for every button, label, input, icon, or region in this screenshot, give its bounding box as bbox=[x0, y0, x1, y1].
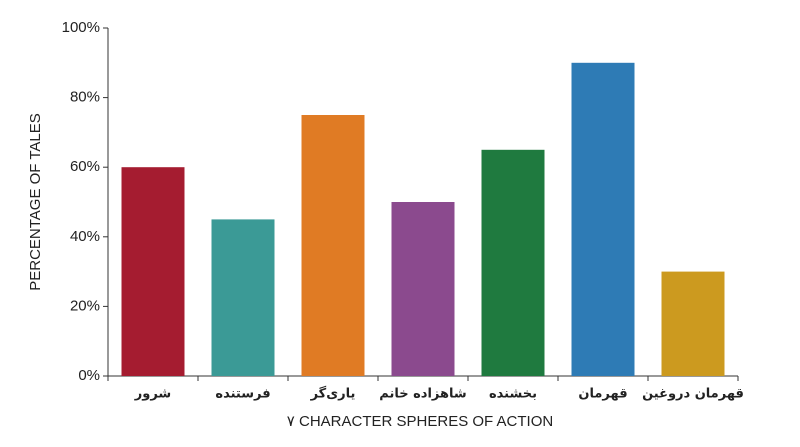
bar bbox=[481, 149, 545, 376]
y-tick-label: 20% bbox=[70, 297, 100, 314]
x-tick-label: شاهزاده خانم bbox=[379, 387, 466, 402]
x-tick-label: شرور bbox=[134, 387, 171, 402]
x-axis-label: ۷ CHARACTER SPHERES OF ACTION bbox=[287, 413, 553, 430]
y-tick-label: 100% bbox=[62, 19, 100, 36]
y-tick-label: 0% bbox=[78, 367, 100, 384]
x-tick-label: قهرمان bbox=[578, 387, 627, 402]
x-tick-label: یاری‌گر bbox=[310, 386, 356, 402]
x-tick-label: قهرمان دروغین bbox=[642, 387, 744, 402]
y-axis-label: PERCENTAGE OF TALES bbox=[27, 113, 44, 291]
bar bbox=[571, 62, 635, 377]
bar bbox=[211, 219, 275, 376]
bar bbox=[121, 167, 185, 376]
x-tick-label: فرستنده bbox=[215, 387, 270, 402]
bar bbox=[661, 271, 725, 376]
y-tick-label: 40% bbox=[70, 228, 100, 245]
bar bbox=[391, 202, 455, 376]
y-tick-label: 60% bbox=[70, 158, 100, 175]
x-tick-label: بخشنده bbox=[489, 387, 537, 402]
y-tick-label: 80% bbox=[70, 89, 100, 106]
bar bbox=[301, 115, 365, 376]
